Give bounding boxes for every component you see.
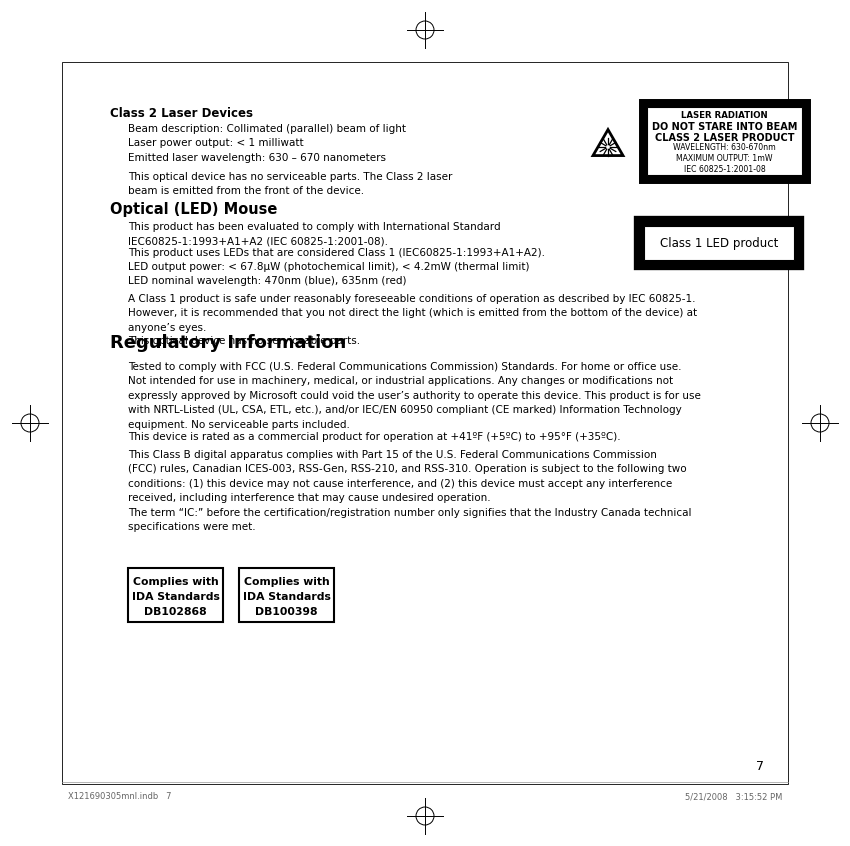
FancyBboxPatch shape [642, 102, 807, 180]
Text: 7: 7 [756, 760, 764, 773]
FancyBboxPatch shape [638, 220, 800, 266]
Text: IEC 60825-1:2001-08: IEC 60825-1:2001-08 [683, 165, 765, 174]
FancyBboxPatch shape [644, 226, 794, 260]
FancyBboxPatch shape [128, 568, 223, 622]
FancyBboxPatch shape [239, 568, 334, 622]
Text: A Class 1 product is safe under reasonably foreseeable conditions of operation a: A Class 1 product is safe under reasonab… [128, 294, 697, 332]
Text: Complies with: Complies with [133, 577, 218, 587]
Text: Beam description: Collimated (parallel) beam of light
Laser power output: < 1 mi: Beam description: Collimated (parallel) … [128, 124, 406, 162]
Text: IDA Standards: IDA Standards [132, 592, 219, 602]
Text: LED output power: < 67.8μW (photochemical limit), < 4.2mW (thermal limit): LED output power: < 67.8μW (photochemica… [128, 262, 530, 272]
Text: IDA Standards: IDA Standards [242, 592, 331, 602]
Text: CLASS 2 LASER PRODUCT: CLASS 2 LASER PRODUCT [654, 133, 794, 143]
Text: DB102868: DB102868 [144, 607, 207, 617]
Text: This product has been evaluated to comply with International Standard
IEC60825-1: This product has been evaluated to compl… [128, 222, 501, 246]
Text: This optical device has no serviceable parts.: This optical device has no serviceable p… [128, 336, 360, 346]
Text: Tested to comply with FCC (U.S. Federal Communications Commission) Standards. Fo: Tested to comply with FCC (U.S. Federal … [128, 362, 701, 430]
Text: This optical device has no serviceable parts. The Class 2 laser
beam is emitted : This optical device has no serviceable p… [128, 172, 452, 196]
Text: The term “IC:” before the certification/registration number only signifies that : The term “IC:” before the certification/… [128, 508, 692, 532]
Text: Complies with: Complies with [244, 577, 329, 587]
Text: This Class B digital apparatus complies with Part 15 of the U.S. Federal Communi: This Class B digital apparatus complies … [128, 450, 687, 503]
Text: Class 1 LED product: Class 1 LED product [660, 237, 779, 250]
FancyBboxPatch shape [647, 107, 802, 175]
Text: LASER RADIATION: LASER RADIATION [681, 111, 768, 120]
Text: Class 2 Laser Devices: Class 2 Laser Devices [110, 107, 253, 120]
Text: MAXIMUM OUTPUT: 1mW: MAXIMUM OUTPUT: 1mW [677, 154, 773, 163]
FancyBboxPatch shape [62, 62, 788, 784]
Text: X121690305mnl.indb   7: X121690305mnl.indb 7 [68, 792, 172, 801]
Text: WAVELENGTH: 630-670nm: WAVELENGTH: 630-670nm [673, 144, 776, 152]
Text: 5/21/2008   3:15:52 PM: 5/21/2008 3:15:52 PM [684, 792, 782, 801]
Text: This device is rated as a commercial product for operation at +41ºF (+5ºC) to +9: This device is rated as a commercial pro… [128, 432, 620, 442]
Text: Optical (LED) Mouse: Optical (LED) Mouse [110, 202, 277, 217]
Text: DB100398: DB100398 [255, 607, 318, 617]
Text: LED nominal wavelength: 470nm (blue), 635nm (red): LED nominal wavelength: 470nm (blue), 63… [128, 276, 406, 286]
Text: DO NOT STARE INTO BEAM: DO NOT STARE INTO BEAM [652, 122, 797, 132]
Text: This product uses LEDs that are considered Class 1 (IEC60825-1:1993+A1+A2).: This product uses LEDs that are consider… [128, 248, 545, 258]
Text: Regulatory Information: Regulatory Information [110, 334, 346, 352]
Polygon shape [593, 129, 623, 156]
